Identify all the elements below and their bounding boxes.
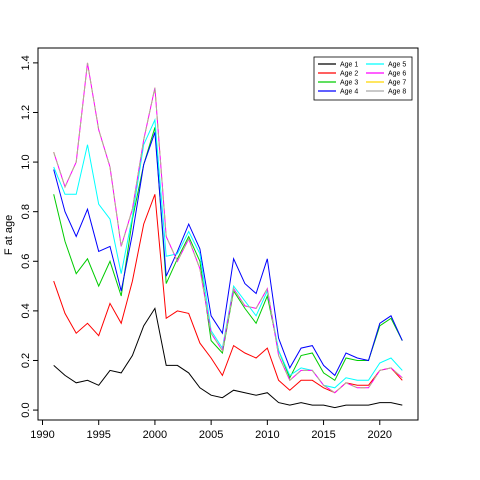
x-tick-label: 1990 (30, 429, 54, 441)
legend-label-age-7: Age 7 (388, 80, 406, 87)
y-tick-label: 0.2 (20, 353, 32, 368)
series-line-age-4 (53, 132, 403, 377)
x-axis: 1990 1995 2000 2005 2010 2015 2020 (30, 420, 392, 441)
x-tick-label: 2015 (311, 429, 335, 441)
legend-label-age-2: Age 2 (340, 71, 358, 78)
y-tick-label: 0.0 (20, 402, 32, 417)
plot-frame (37, 47, 419, 421)
x-tick-label: 2010 (255, 429, 279, 441)
y-tick-label: 1.0 (20, 154, 32, 169)
y-axis: 0.0 0.2 0.4 0.6 0.8 1.0 1.2 1.4 (20, 55, 38, 418)
y-axis-label: F at age (3, 215, 15, 255)
series-line-age-5 (53, 117, 403, 389)
legend-label-age-1: Age 1 (340, 62, 358, 69)
y-tick-label: 1.2 (20, 105, 32, 120)
legend-box (313, 56, 413, 101)
y-tick-label: 1.4 (20, 55, 32, 70)
x-tick-label: 2005 (199, 429, 223, 441)
series-line-age-3 (53, 127, 403, 382)
series-line-age-7 (53, 62, 403, 394)
legend-label-age-6: Age 6 (388, 71, 406, 78)
x-tick-label: 2000 (143, 429, 167, 441)
series-line-age-6 (53, 62, 403, 394)
x-tick-label: 2020 (368, 429, 392, 441)
legend-label-age-5: Age 5 (388, 62, 406, 69)
y-tick-label: 0.8 (20, 204, 32, 219)
series-line-age-1 (53, 307, 403, 409)
x-tick-label: 1995 (86, 429, 110, 441)
series-layer (53, 62, 403, 409)
legend-label-age-8: Age 8 (388, 89, 406, 96)
legend: Age 1 Age 2 Age 3 Age 4 Age 5 Age 6 Age 7 Age 8 (313, 56, 413, 101)
y-tick-label: 0.4 (20, 303, 32, 318)
series-line-age-8 (53, 62, 403, 394)
y-tick-label: 0.6 (20, 254, 32, 269)
legend-label-age-3: Age 3 (340, 80, 358, 87)
legend-label-age-4: Age 4 (340, 89, 358, 96)
